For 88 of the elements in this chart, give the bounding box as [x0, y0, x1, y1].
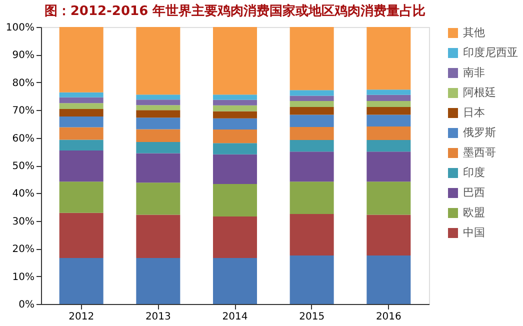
- bar: [213, 111, 257, 118]
- chart-title: 图：2012-2016 年世界主要鸡肉消费国家或地区鸡肉消费量占比: [44, 3, 426, 19]
- bar: [213, 105, 257, 112]
- legend-label: 南非: [463, 66, 485, 79]
- bar: [366, 114, 411, 126]
- bar: [59, 27, 104, 92]
- bar: [136, 142, 180, 154]
- legend-label: 欧盟: [463, 206, 485, 219]
- bar: [213, 154, 257, 184]
- bar: [366, 152, 411, 182]
- y-tick-label: 60%: [12, 133, 34, 144]
- y-tick-label: 80%: [12, 78, 34, 89]
- bar: [366, 27, 411, 90]
- legend-label: 墨西哥: [463, 146, 496, 159]
- bar: [136, 105, 180, 110]
- bar: [290, 126, 334, 140]
- bar: [59, 92, 104, 98]
- legend-label: 其他: [463, 26, 485, 39]
- bar: [59, 116, 104, 128]
- bar: [213, 100, 257, 106]
- x-tick-label: 2015: [299, 312, 325, 322]
- y-tick-label: 40%: [12, 188, 34, 200]
- bar: [59, 212, 104, 258]
- bar: [59, 258, 104, 304]
- y-tick-label: 50%: [12, 161, 34, 172]
- y-tick-label: 0%: [18, 300, 34, 310]
- bar: [59, 108, 104, 116]
- legend-label: 阿根廷: [463, 86, 496, 99]
- bar: [136, 214, 180, 258]
- bar: [136, 27, 180, 95]
- y-tick-label: 70%: [12, 106, 34, 117]
- x-tick-label: 2013: [145, 312, 171, 322]
- bar: [290, 182, 334, 214]
- legend-label: 印度: [463, 166, 485, 179]
- bar: [290, 152, 334, 182]
- bar: [290, 214, 334, 256]
- bar: [59, 127, 104, 140]
- bar: [213, 27, 257, 95]
- bar: [213, 258, 257, 304]
- bar: [366, 256, 411, 304]
- bar: [366, 126, 411, 140]
- bar: [366, 140, 411, 152]
- y-tick-label: 90%: [12, 50, 34, 62]
- legend-label: 日本: [463, 106, 485, 119]
- bar: [366, 100, 411, 108]
- bar: [59, 97, 104, 104]
- bar: [59, 182, 104, 213]
- bar: [366, 94, 411, 101]
- x-tick-label: 2012: [68, 312, 94, 322]
- bar: [290, 256, 334, 304]
- legend-label: 巴西: [463, 186, 485, 199]
- bar: [290, 96, 334, 101]
- bar: [366, 107, 411, 115]
- bar: [213, 216, 257, 258]
- bar: [366, 214, 411, 256]
- bar: [213, 118, 257, 130]
- y-tick-label: 10%: [12, 272, 34, 283]
- bar: [136, 258, 180, 304]
- bar: [213, 184, 257, 216]
- bar: [290, 107, 334, 115]
- bar: [136, 94, 180, 100]
- bar: [59, 103, 104, 109]
- bar: [213, 129, 257, 144]
- bar: [136, 118, 180, 130]
- bar: [290, 140, 334, 152]
- legend-label: 中国: [463, 226, 485, 239]
- bar: [136, 100, 180, 106]
- bar: [290, 100, 334, 108]
- bar: [136, 110, 180, 118]
- bar: [59, 150, 104, 182]
- bar: [213, 143, 257, 154]
- legend-label: 俄罗斯: [463, 126, 496, 139]
- y-tick-label: 30%: [12, 216, 34, 228]
- bar: [290, 27, 334, 90]
- bar: [366, 90, 411, 95]
- bar: [366, 182, 411, 215]
- bar: [59, 140, 104, 151]
- y-tick-label: 100%: [6, 22, 34, 34]
- bar: [290, 114, 334, 127]
- bar: [136, 182, 180, 215]
- y-tick-label: 20%: [12, 244, 34, 256]
- legend-label: 印度尼西亚: [463, 46, 518, 59]
- bar: [136, 129, 180, 142]
- x-tick-label: 2014: [222, 312, 248, 322]
- x-tick-label: 2016: [376, 312, 402, 322]
- bar: [290, 90, 334, 96]
- bar: [136, 153, 180, 183]
- bar: [213, 94, 257, 100]
